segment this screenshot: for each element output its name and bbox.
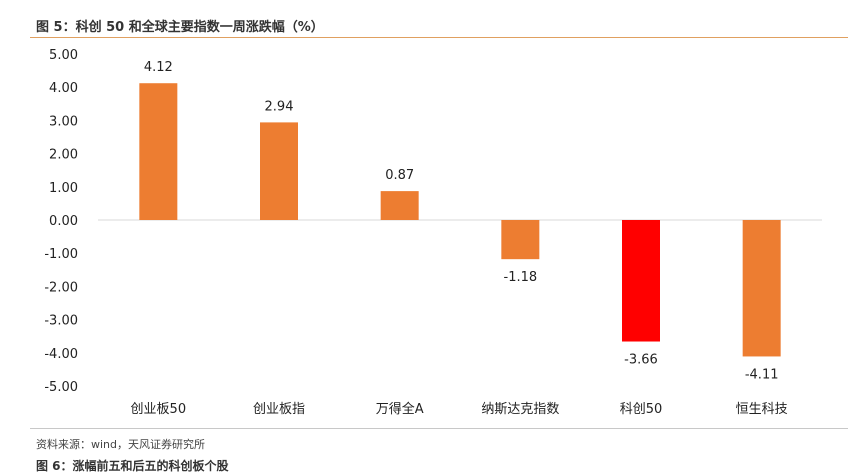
x-category-label: 纳斯达克指数	[481, 402, 559, 417]
data-label: -4.11	[745, 367, 779, 382]
y-tick-label: -2.00	[44, 280, 78, 295]
x-category-label: 恒生科技	[736, 402, 788, 417]
data-label: -3.66	[624, 353, 658, 368]
data-label: 2.94	[265, 99, 294, 114]
bar	[260, 122, 298, 220]
figure-title: 图 5：科创 50 和全球主要指数一周涨跌幅（%）	[36, 20, 324, 35]
y-tick-label: 5.00	[49, 48, 78, 63]
source-divider	[30, 428, 848, 429]
x-category-label: 科创50	[620, 402, 663, 417]
y-tick-label: 3.00	[49, 114, 78, 129]
y-tick-label: 4.00	[49, 81, 78, 96]
y-tick-label: -5.00	[44, 380, 78, 395]
title-divider	[30, 37, 848, 38]
data-label: 4.12	[144, 60, 173, 75]
y-tick-label: 2.00	[49, 148, 78, 163]
bar	[622, 220, 660, 342]
bar	[380, 191, 419, 220]
y-tick-label: 0.00	[49, 214, 78, 229]
data-label: -1.18	[504, 270, 538, 285]
x-category-label: 创业板指	[253, 402, 305, 417]
y-tick-label: 1.00	[49, 181, 78, 196]
source-note: 资料来源：wind，天风证券研究所	[36, 438, 206, 451]
bar	[139, 83, 178, 220]
y-tick-label: -4.00	[44, 347, 78, 362]
bar	[742, 220, 781, 357]
bar	[501, 220, 540, 260]
y-tick-label: -3.00	[44, 314, 78, 329]
data-label: 0.87	[385, 168, 414, 183]
x-category-label: 创业板50	[131, 402, 187, 417]
y-tick-label: -1.00	[44, 247, 78, 262]
x-category-label: 万得全A	[376, 401, 424, 417]
